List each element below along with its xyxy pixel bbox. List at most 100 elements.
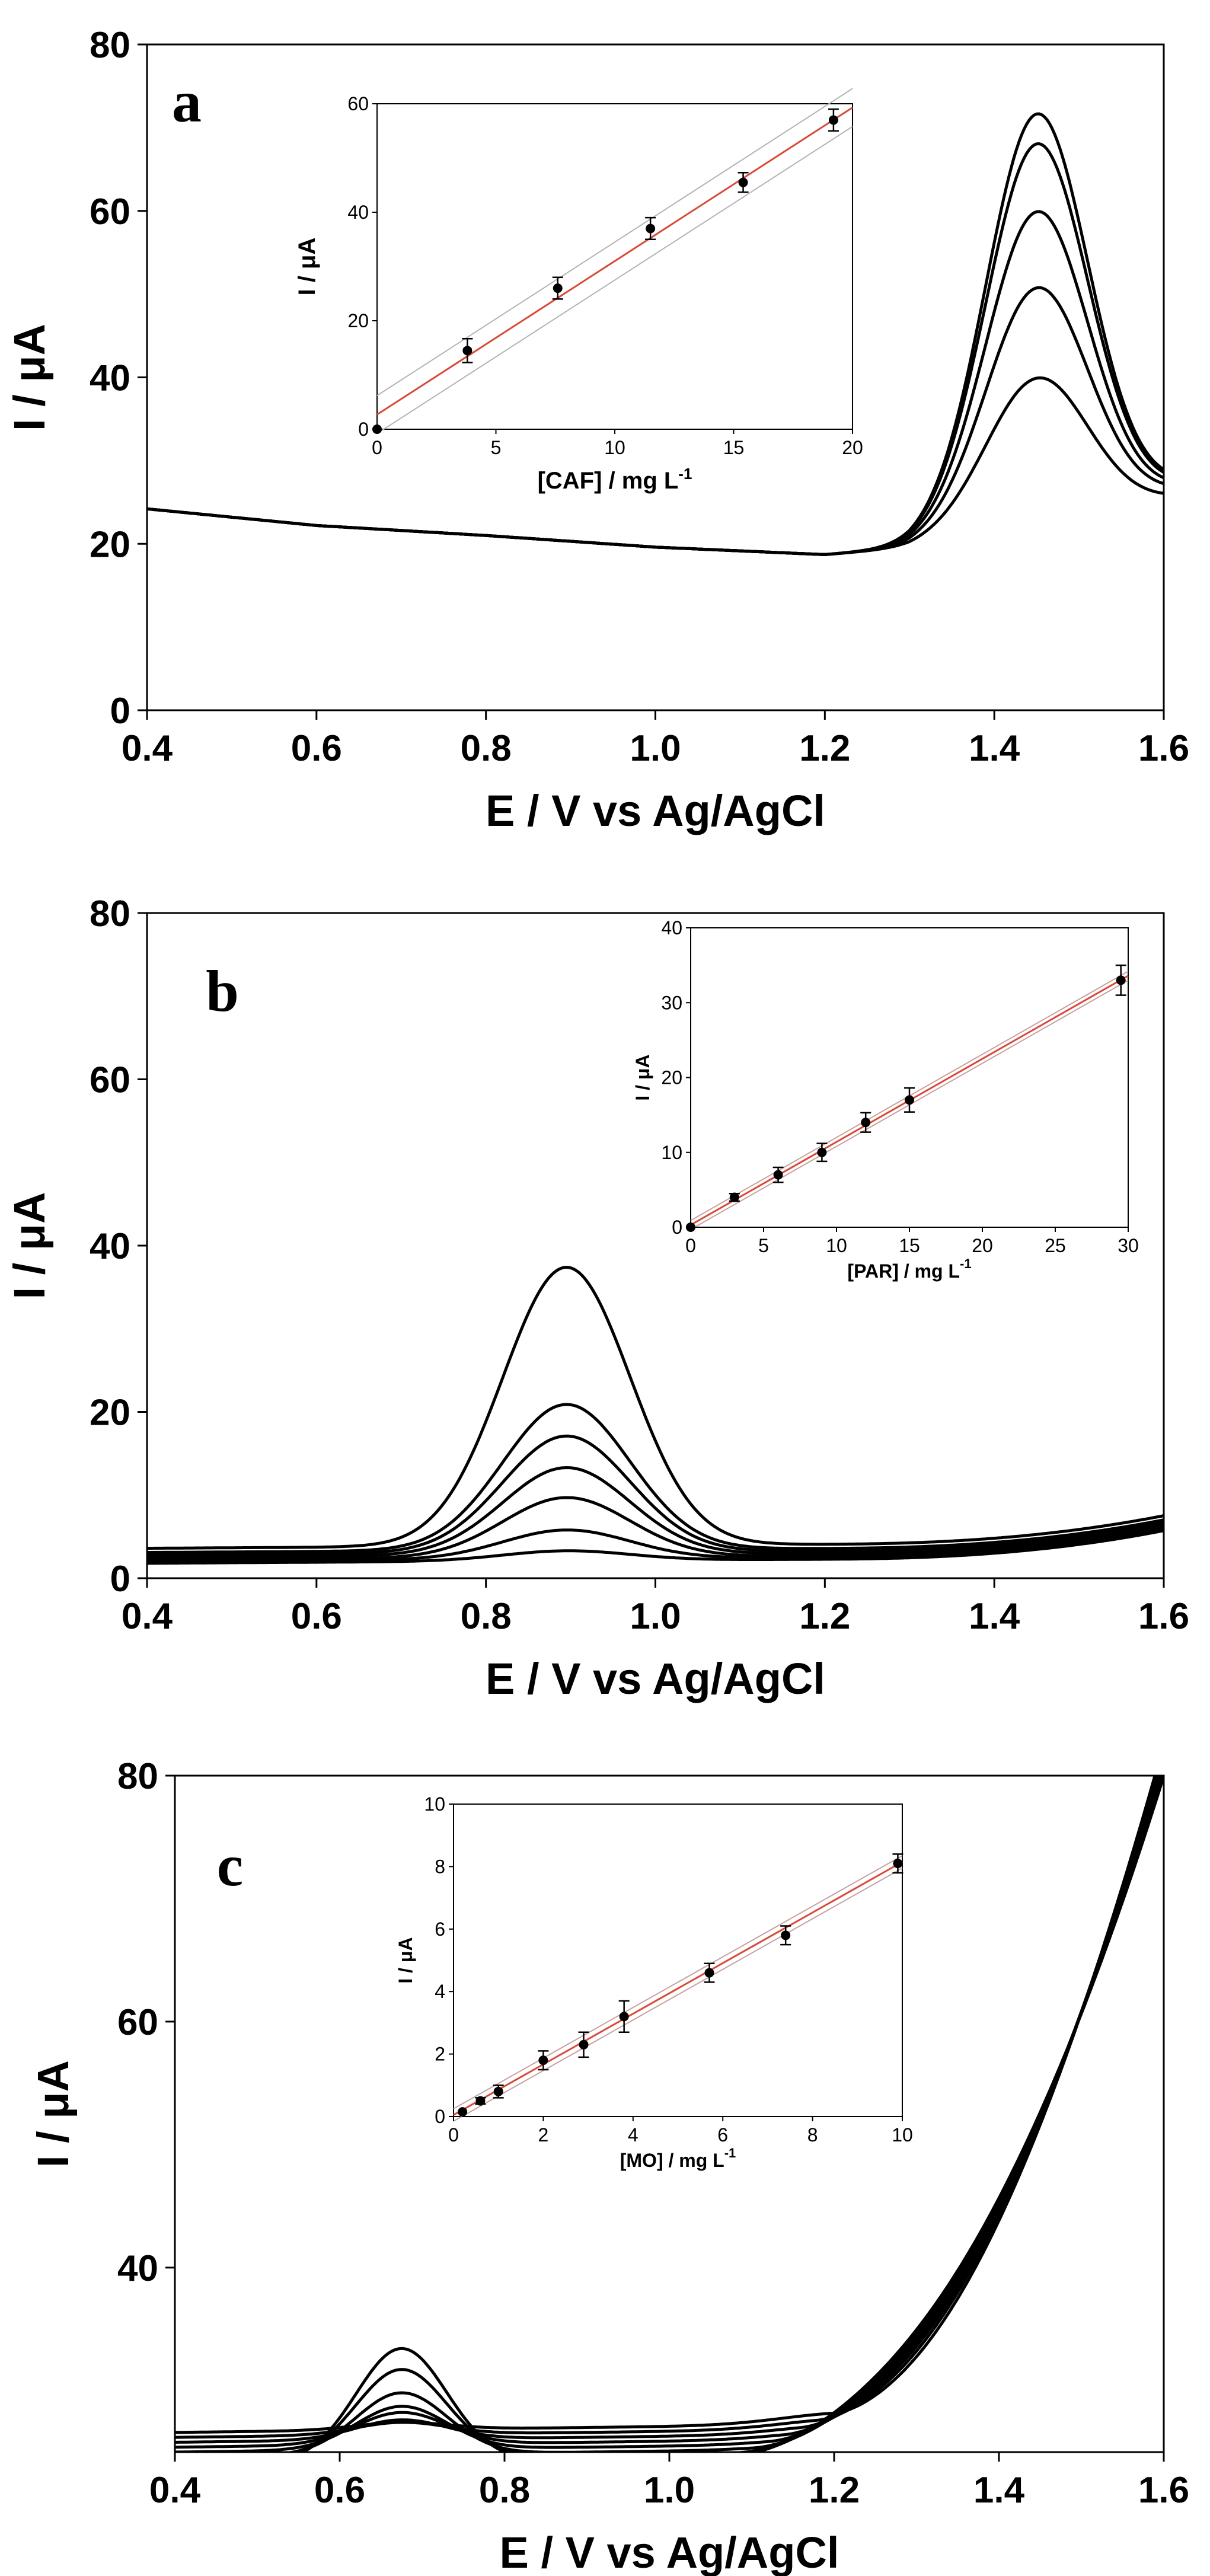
inset-x-tick-label: 10 <box>826 1235 847 1256</box>
inset-plot: 0 5 10 15 20 25 30 0 10 20 30 40 [PAR] / mg L-1 I / μ… <box>632 917 1139 1282</box>
inset-x-axis-label: [PAR] / mg L-1 <box>847 1256 971 1282</box>
inset-y-tick-label: 2 <box>435 2044 445 2065</box>
data-point <box>475 2096 486 2106</box>
x-axis-label: E / V vs Ag/AgCl <box>500 2528 839 2576</box>
x-tick-label: 0.6 <box>291 1596 342 1637</box>
x-tick-label: 1.4 <box>969 728 1020 769</box>
x-tick-label: 0.8 <box>461 728 512 769</box>
inset-y-tick-label: 20 <box>347 310 369 331</box>
voltammogram-6 <box>147 1265 1164 1550</box>
data-point <box>553 283 563 293</box>
inset-x-tick-label: 10 <box>604 437 625 458</box>
data-point <box>462 346 472 356</box>
x-tick-label: 0.6 <box>291 728 342 769</box>
y-tick-label: 60 <box>90 1060 130 1101</box>
y-tick-label: 40 <box>117 2248 158 2289</box>
inset-plot: 0 5 10 15 20 0 20 40 60 [CAF] / mg L-1 I / μA <box>294 88 863 494</box>
confidence-band <box>453 1868 903 2122</box>
voltammogram-5 <box>147 1403 1164 1554</box>
data-point <box>817 1147 827 1157</box>
inset-plot: 0 2 4 6 8 10 0 2 4 6 8 10 [MO] / mg L-1 I / μA <box>395 1793 913 2171</box>
data-point <box>773 1170 783 1180</box>
inset-x-tick-label: 4 <box>628 2124 638 2146</box>
y-tick-label: 80 <box>90 893 130 934</box>
x-tick-label: 1.6 <box>1138 1596 1189 1637</box>
y-tick-label: 80 <box>90 25 130 66</box>
data-point <box>619 2012 629 2022</box>
inset-x-axis-label: [MO] / mg L-1 <box>620 2146 736 2171</box>
y-axis-label: I / μA <box>28 2060 78 2168</box>
inset-x-tick-label: 0 <box>685 1235 696 1256</box>
x-tick-label: 0.6 <box>314 2470 365 2511</box>
inset-y-tick-label: 40 <box>661 917 682 939</box>
inset-x-axis-label-sup: -1 <box>960 1256 972 1271</box>
voltammogram-2 <box>147 1496 1164 1562</box>
x-tick-label: 0.4 <box>149 2470 201 2511</box>
inset-frame <box>690 927 1129 1228</box>
y-tick-label: 60 <box>90 191 130 232</box>
inset-x-tick-label: 20 <box>842 437 863 458</box>
inset-y-tick-label: 20 <box>661 1067 682 1089</box>
x-tick-label: 1.4 <box>973 2470 1025 2511</box>
data-point <box>738 177 748 187</box>
inset-x-axis-label-sup: -1 <box>724 2146 736 2160</box>
panel-b: 0.4 0.6 0.8 1.0 1.2 1.4 1.6 0 20 40 60 80 E / V vs A… <box>5 893 1189 1703</box>
data-point <box>646 224 656 234</box>
inset-y-tick-label: 0 <box>435 2106 445 2127</box>
panel-label: b <box>206 958 239 1024</box>
data-point <box>729 1192 739 1202</box>
inset-y-tick-label: 10 <box>424 1793 445 1815</box>
data-point <box>538 2055 548 2066</box>
inset-x-tick-label: 25 <box>1045 1235 1066 1256</box>
data-point <box>458 2107 468 2117</box>
inset-frame <box>453 1803 903 2117</box>
curves <box>147 1265 1164 1565</box>
inset-y-axis-label: I / μA <box>632 1054 653 1100</box>
voltammogram-1 <box>175 1776 1157 2434</box>
y-tick-label: 0 <box>110 691 130 732</box>
voltammogram-3 <box>147 1466 1164 1559</box>
data-point <box>828 115 838 125</box>
inset-x-tick-label: 15 <box>723 437 745 458</box>
inset-x-tick-label: 8 <box>807 2124 818 2146</box>
inset-x-tick-label: 2 <box>538 2124 549 2146</box>
inset-x-tick-label: 30 <box>1118 1235 1139 1256</box>
data-point <box>1116 975 1126 985</box>
x-tick-label: 1.6 <box>1138 728 1189 769</box>
data-point <box>493 2086 503 2096</box>
inset-y-tick-label: 10 <box>661 1142 682 1163</box>
x-tick-label: 0.8 <box>461 1596 512 1637</box>
inset-x-axis-label-sup: -1 <box>678 465 692 483</box>
panel-label: a <box>172 69 202 135</box>
inset-x-tick-label: 6 <box>717 2124 728 2146</box>
y-tick-label: 60 <box>117 2002 158 2043</box>
panel-a: 0.4 0.6 0.8 1.0 1.2 1.4 1.6 0 20 40 60 80 E / V vs A… <box>5 25 1189 835</box>
x-tick-label: 1.0 <box>644 2470 695 2511</box>
x-tick-label: 1.0 <box>630 728 681 769</box>
y-tick-label: 20 <box>90 1393 130 1434</box>
data-point <box>905 1095 914 1105</box>
data-point <box>861 1118 871 1128</box>
x-tick-label: 1.0 <box>630 1596 681 1637</box>
y-tick-label: 20 <box>90 524 130 565</box>
inset-y-tick-label: 60 <box>347 93 369 114</box>
x-tick-label: 0.8 <box>479 2470 530 2511</box>
curves <box>147 112 1164 556</box>
inset-x-tick-label: 0 <box>372 437 382 458</box>
x-tick-label: 1.2 <box>809 2470 860 2511</box>
inset-y-tick-label: 4 <box>435 1981 445 2002</box>
x-tick-label: 0.4 <box>122 1596 173 1637</box>
voltammogram-8 <box>299 1776 1164 2452</box>
voltammogram-5 <box>147 112 1164 556</box>
inset-x-tick-label: 5 <box>758 1235 769 1256</box>
data-point <box>579 2039 589 2050</box>
x-axis-label: E / V vs Ag/AgCl <box>486 786 825 835</box>
fit-line <box>453 1861 903 2116</box>
y-tick-label: 40 <box>90 358 130 399</box>
y-tick-label: 40 <box>90 1226 130 1267</box>
voltammogram-0 <box>147 1529 1164 1565</box>
inset-x-tick-label: 0 <box>448 2124 459 2146</box>
y-axis-label: I / μA <box>5 1192 54 1300</box>
inset-y-tick-label: 6 <box>435 1919 445 1940</box>
